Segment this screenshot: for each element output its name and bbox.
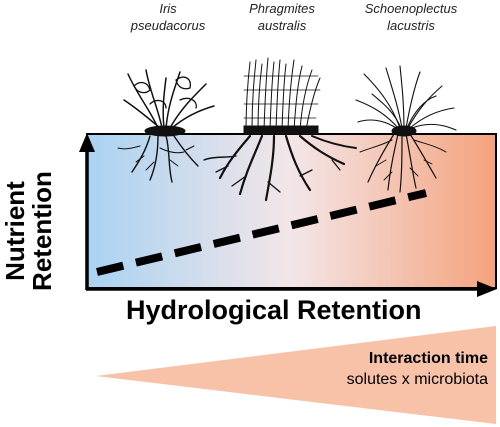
species-label-phragmites: Phragmites australis [232,0,332,34]
species-label-iris: Iris pseudacorus [128,0,208,34]
retention-panel [86,133,497,289]
species-name-line1: Iris [159,1,177,16]
schoenoplectus-plant-icon [355,65,457,193]
species-name-line2: australis [257,18,307,33]
trend-line [96,189,427,276]
interaction-time-subtitle: solutes x microbiota [346,371,488,388]
iris-plant-icon [117,69,215,183]
y-axis-label-line2: Retention [27,171,57,291]
phragmites-plant-icon [203,57,357,202]
x-axis-arrow [86,281,497,297]
x-axis-label: Hydrological Retention [126,295,422,325]
y-axis-arrow [79,133,95,290]
species-name-line2: pseudacorus [130,18,206,33]
y-axis-label: Nutrient Retention [0,161,58,301]
interaction-time-wedge [96,326,496,424]
species-label-schoenoplectus: Schoenoplectus lacustris [356,0,466,34]
interaction-time-title: Interaction time [368,350,488,367]
species-name-line1: Schoenoplectus [364,1,458,16]
species-name-line2: lacustris [387,18,435,33]
species-name-line1: Phragmites [249,1,315,16]
y-axis-label-line1: Nutrient [0,181,30,281]
